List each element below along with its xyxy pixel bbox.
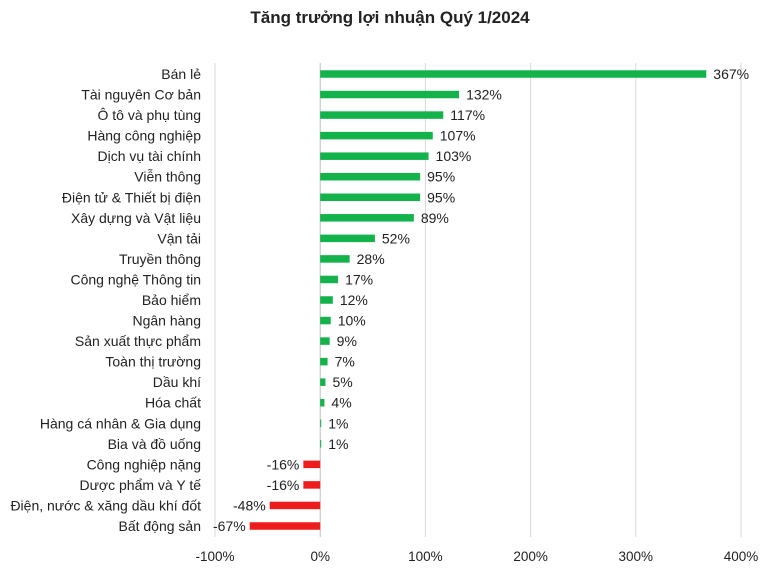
bar [320, 234, 375, 243]
data-label: 132% [466, 87, 502, 103]
category-label: Hóa chất [145, 395, 201, 411]
labels: -100% 0% 100% 200% 300% 400% Bán lẻ 367% Tài ngu… [10, 66, 758, 564]
bar [320, 398, 325, 407]
data-label: -16% [267, 456, 300, 472]
bars [249, 70, 707, 530]
bar [320, 193, 421, 202]
category-label: Bảo hiểm [142, 292, 201, 308]
x-tick-label: 0% [310, 549, 330, 564]
data-label: 9% [337, 333, 357, 349]
category-label: Bất động sản [118, 518, 201, 534]
data-label: 12% [340, 292, 368, 308]
x-tick-label: 300% [619, 549, 654, 564]
data-label: 117% [450, 107, 485, 123]
x-tick-label: -100% [195, 549, 234, 564]
bar [320, 172, 421, 181]
bar [320, 90, 460, 99]
data-label: 10% [338, 313, 366, 329]
bar [320, 152, 429, 160]
bar [320, 275, 339, 284]
bar [320, 378, 326, 386]
category-label: Toàn thị trường [105, 354, 201, 370]
bar [303, 460, 321, 469]
category-label: Ô tô và phụ tùng [97, 107, 201, 123]
bar [320, 316, 331, 325]
bar [303, 481, 321, 489]
data-label: 89% [421, 210, 449, 226]
category-label: Dầu khí [153, 374, 201, 390]
bar [320, 111, 444, 119]
x-tick-label: 200% [513, 549, 548, 564]
bar [269, 501, 321, 510]
x-tick-label: 400% [724, 549, 759, 564]
bar [249, 522, 321, 530]
x-tick-label: 100% [408, 549, 443, 564]
bar [320, 131, 433, 140]
category-label: Vận tải [157, 230, 201, 246]
category-label: Dược phẩm và Y tế [79, 477, 201, 493]
data-label: 95% [427, 169, 455, 185]
category-label: Sản xuất thực phẩm [75, 333, 201, 349]
bar [320, 337, 330, 345]
bar [320, 419, 322, 428]
data-label: 107% [440, 128, 476, 144]
category-label: Công nghiệp nặng [87, 456, 201, 472]
bar [320, 440, 322, 448]
category-label: Tài nguyên Cơ bản [81, 87, 201, 103]
data-label: 17% [345, 271, 373, 287]
category-label: Công nghệ Thông tin [70, 271, 201, 287]
category-label: Hàng cá nhân & Gia dụng [40, 415, 201, 431]
data-label: 1% [328, 436, 348, 452]
category-label: Bia và đồ uống [108, 436, 201, 452]
data-label: -48% [233, 497, 266, 513]
data-label: 95% [427, 189, 455, 205]
bar [320, 357, 328, 366]
category-label: Xây dựng và Vật liệu [71, 210, 201, 226]
data-label: 5% [332, 374, 352, 390]
data-label: -16% [267, 477, 300, 493]
category-label: Truyền thông [119, 251, 201, 267]
data-label: 367% [713, 66, 749, 82]
category-label: Viễn thông [134, 169, 201, 185]
category-label: Ngân hàng [132, 313, 201, 329]
bar [320, 255, 350, 263]
data-label: 4% [331, 395, 351, 411]
bar [320, 70, 707, 78]
category-label: Điện, nước & xăng dầu khí đốt [10, 497, 201, 513]
data-label: -67% [213, 518, 246, 534]
category-label: Hàng công nghiệp [87, 128, 201, 144]
chart-title: Tăng trưởng lợi nhuận Quý 1/2024 [250, 8, 530, 27]
bar [320, 214, 414, 222]
category-label: Điện tử & Thiết bị điện [62, 189, 201, 205]
category-label: Bán lẻ [161, 66, 201, 82]
category-label: Dịch vụ tài chính [98, 148, 202, 164]
data-label: 7% [335, 354, 355, 370]
data-label: 1% [328, 415, 348, 431]
data-label: 28% [357, 251, 385, 267]
bar [320, 296, 333, 304]
data-label: 103% [436, 148, 472, 164]
data-label: 52% [382, 230, 410, 246]
